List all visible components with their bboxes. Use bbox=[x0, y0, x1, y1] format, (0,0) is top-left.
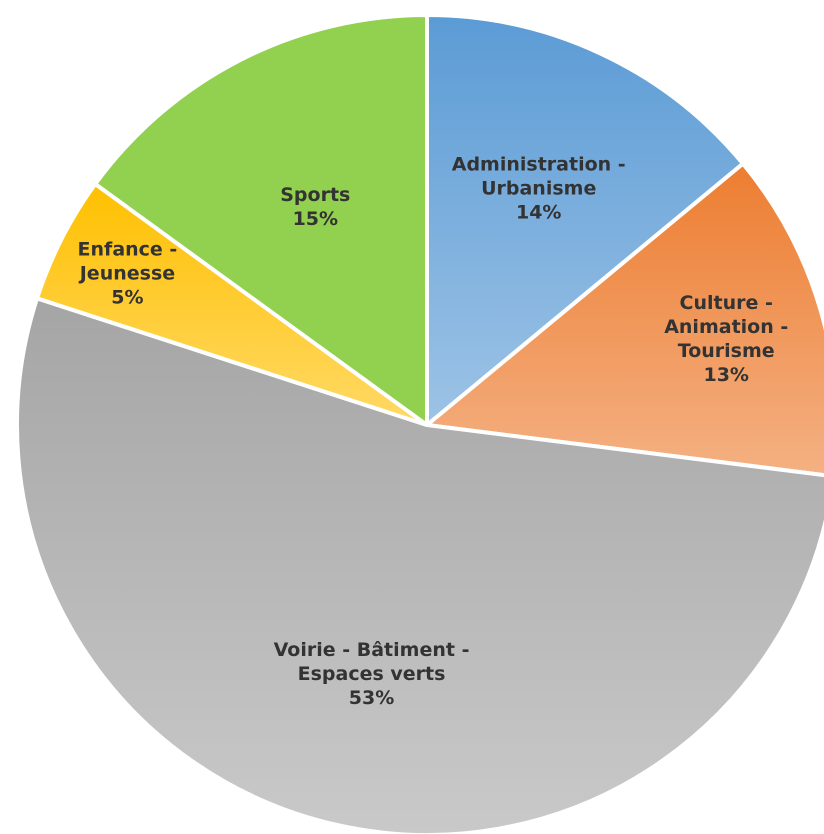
pie-slice-administration bbox=[425, 13, 745, 427]
slice-label-culture: Culture -Animation -Tourisme 13% bbox=[664, 292, 788, 386]
pie-slice-sports bbox=[93, 13, 429, 427]
slice-label-enfance: Enfance -Jeunesse 5% bbox=[78, 238, 178, 308]
slice-label-voirie-batiment: Voirie - Bâtiment -Espaces verts 53% bbox=[274, 639, 470, 709]
slice-label-sports: Sports 15% bbox=[280, 184, 350, 230]
pie-slice-voirie-batiment bbox=[15, 296, 824, 834]
slice-label-administration: Administration -Urbanisme 14% bbox=[452, 154, 626, 224]
pie-slice-culture bbox=[425, 161, 824, 478]
